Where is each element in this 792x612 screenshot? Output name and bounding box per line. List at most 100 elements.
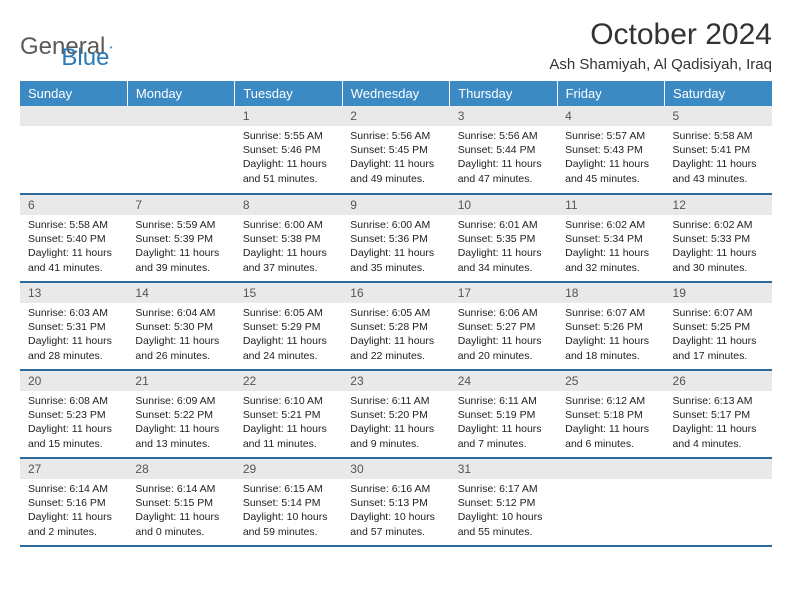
day-details: Sunrise: 6:15 AMSunset: 5:14 PMDaylight:… — [235, 479, 342, 545]
day-number — [127, 106, 234, 126]
calendar-day-cell: 2Sunrise: 5:56 AMSunset: 5:45 PMDaylight… — [342, 106, 449, 194]
calendar-day-cell: 11Sunrise: 6:02 AMSunset: 5:34 PMDayligh… — [557, 194, 664, 282]
day-details: Sunrise: 6:16 AMSunset: 5:13 PMDaylight:… — [342, 479, 449, 545]
day-number: 11 — [557, 195, 664, 215]
location: Ash Shamiyah, Al Qadisiyah, Iraq — [549, 56, 772, 73]
day-details: Sunrise: 6:10 AMSunset: 5:21 PMDaylight:… — [235, 391, 342, 457]
calendar-day-cell: 3Sunrise: 5:56 AMSunset: 5:44 PMDaylight… — [450, 106, 557, 194]
day-details: Sunrise: 6:01 AMSunset: 5:35 PMDaylight:… — [450, 215, 557, 281]
day-details: Sunrise: 6:09 AMSunset: 5:22 PMDaylight:… — [127, 391, 234, 457]
month-title: October 2024 — [549, 18, 772, 52]
calendar-empty-cell — [557, 458, 664, 546]
calendar-empty-cell — [127, 106, 234, 194]
calendar-day-cell: 10Sunrise: 6:01 AMSunset: 5:35 PMDayligh… — [450, 194, 557, 282]
day-number: 17 — [450, 283, 557, 303]
day-number: 14 — [127, 283, 234, 303]
calendar-day-cell: 14Sunrise: 6:04 AMSunset: 5:30 PMDayligh… — [127, 282, 234, 370]
calendar-day-cell: 30Sunrise: 6:16 AMSunset: 5:13 PMDayligh… — [342, 458, 449, 546]
calendar-day-cell: 9Sunrise: 6:00 AMSunset: 5:36 PMDaylight… — [342, 194, 449, 282]
day-details: Sunrise: 6:12 AMSunset: 5:18 PMDaylight:… — [557, 391, 664, 457]
day-number: 18 — [557, 283, 664, 303]
calendar-day-cell: 12Sunrise: 6:02 AMSunset: 5:33 PMDayligh… — [665, 194, 772, 282]
calendar-day-cell: 31Sunrise: 6:17 AMSunset: 5:12 PMDayligh… — [450, 458, 557, 546]
day-number: 31 — [450, 459, 557, 479]
weekday-header: Saturday — [665, 81, 772, 106]
day-number: 12 — [665, 195, 772, 215]
day-details: Sunrise: 5:57 AMSunset: 5:43 PMDaylight:… — [557, 126, 664, 192]
day-details: Sunrise: 5:56 AMSunset: 5:45 PMDaylight:… — [342, 126, 449, 192]
day-details: Sunrise: 6:14 AMSunset: 5:16 PMDaylight:… — [20, 479, 127, 545]
title-block: October 2024 Ash Shamiyah, Al Qadisiyah,… — [549, 18, 772, 73]
day-details: Sunrise: 6:07 AMSunset: 5:26 PMDaylight:… — [557, 303, 664, 369]
calendar-day-cell: 18Sunrise: 6:07 AMSunset: 5:26 PMDayligh… — [557, 282, 664, 370]
calendar-day-cell: 19Sunrise: 6:07 AMSunset: 5:25 PMDayligh… — [665, 282, 772, 370]
day-number — [557, 459, 664, 479]
day-number: 9 — [342, 195, 449, 215]
day-details: Sunrise: 6:13 AMSunset: 5:17 PMDaylight:… — [665, 391, 772, 457]
day-details: Sunrise: 6:17 AMSunset: 5:12 PMDaylight:… — [450, 479, 557, 545]
calendar-week-row: 1Sunrise: 5:55 AMSunset: 5:46 PMDaylight… — [20, 106, 772, 194]
calendar-week-row: 13Sunrise: 6:03 AMSunset: 5:31 PMDayligh… — [20, 282, 772, 370]
calendar-day-cell: 28Sunrise: 6:14 AMSunset: 5:15 PMDayligh… — [127, 458, 234, 546]
header: General Blue October 2024 Ash Shamiyah, … — [20, 18, 772, 73]
day-number: 10 — [450, 195, 557, 215]
day-details: Sunrise: 6:11 AMSunset: 5:20 PMDaylight:… — [342, 391, 449, 457]
logo-sail-icon — [109, 38, 113, 56]
logo-text-blue: Blue — [61, 44, 109, 72]
day-details: Sunrise: 6:14 AMSunset: 5:15 PMDaylight:… — [127, 479, 234, 545]
day-number: 24 — [450, 371, 557, 391]
day-details: Sunrise: 6:04 AMSunset: 5:30 PMDaylight:… — [127, 303, 234, 369]
day-details: Sunrise: 5:55 AMSunset: 5:46 PMDaylight:… — [235, 126, 342, 192]
calendar-table: SundayMondayTuesdayWednesdayThursdayFrid… — [20, 81, 772, 547]
day-number — [665, 459, 772, 479]
calendar-empty-cell — [665, 458, 772, 546]
day-number: 29 — [235, 459, 342, 479]
day-number: 4 — [557, 106, 664, 126]
day-details: Sunrise: 6:07 AMSunset: 5:25 PMDaylight:… — [665, 303, 772, 369]
day-number: 20 — [20, 371, 127, 391]
calendar-day-cell: 5Sunrise: 5:58 AMSunset: 5:41 PMDaylight… — [665, 106, 772, 194]
calendar-day-cell: 7Sunrise: 5:59 AMSunset: 5:39 PMDaylight… — [127, 194, 234, 282]
day-details: Sunrise: 5:56 AMSunset: 5:44 PMDaylight:… — [450, 126, 557, 192]
day-details: Sunrise: 6:05 AMSunset: 5:29 PMDaylight:… — [235, 303, 342, 369]
calendar-day-cell: 25Sunrise: 6:12 AMSunset: 5:18 PMDayligh… — [557, 370, 664, 458]
day-details: Sunrise: 5:58 AMSunset: 5:41 PMDaylight:… — [665, 126, 772, 192]
day-details: Sunrise: 6:00 AMSunset: 5:38 PMDaylight:… — [235, 215, 342, 281]
calendar-day-cell: 24Sunrise: 6:11 AMSunset: 5:19 PMDayligh… — [450, 370, 557, 458]
day-number: 5 — [665, 106, 772, 126]
calendar-empty-cell — [20, 106, 127, 194]
day-details: Sunrise: 6:11 AMSunset: 5:19 PMDaylight:… — [450, 391, 557, 457]
weekday-header: Sunday — [20, 81, 127, 106]
calendar-day-cell: 1Sunrise: 5:55 AMSunset: 5:46 PMDaylight… — [235, 106, 342, 194]
day-details: Sunrise: 6:08 AMSunset: 5:23 PMDaylight:… — [20, 391, 127, 457]
day-number: 16 — [342, 283, 449, 303]
day-number: 7 — [127, 195, 234, 215]
calendar-week-row: 27Sunrise: 6:14 AMSunset: 5:16 PMDayligh… — [20, 458, 772, 546]
weekday-header: Thursday — [450, 81, 557, 106]
weekday-header: Friday — [557, 81, 664, 106]
calendar-day-cell: 22Sunrise: 6:10 AMSunset: 5:21 PMDayligh… — [235, 370, 342, 458]
day-number: 2 — [342, 106, 449, 126]
weekday-header: Wednesday — [342, 81, 449, 106]
day-details: Sunrise: 6:02 AMSunset: 5:33 PMDaylight:… — [665, 215, 772, 281]
calendar-day-cell: 29Sunrise: 6:15 AMSunset: 5:14 PMDayligh… — [235, 458, 342, 546]
logo: General Blue — [20, 18, 109, 72]
day-details: Sunrise: 6:02 AMSunset: 5:34 PMDaylight:… — [557, 215, 664, 281]
day-number: 25 — [557, 371, 664, 391]
calendar-day-cell: 17Sunrise: 6:06 AMSunset: 5:27 PMDayligh… — [450, 282, 557, 370]
day-number: 26 — [665, 371, 772, 391]
day-details: Sunrise: 6:05 AMSunset: 5:28 PMDaylight:… — [342, 303, 449, 369]
day-number: 1 — [235, 106, 342, 126]
day-number: 27 — [20, 459, 127, 479]
calendar-day-cell: 16Sunrise: 6:05 AMSunset: 5:28 PMDayligh… — [342, 282, 449, 370]
day-details: Sunrise: 6:06 AMSunset: 5:27 PMDaylight:… — [450, 303, 557, 369]
day-number: 28 — [127, 459, 234, 479]
weekday-header: Monday — [127, 81, 234, 106]
day-number: 23 — [342, 371, 449, 391]
weekday-header-row: SundayMondayTuesdayWednesdayThursdayFrid… — [20, 81, 772, 106]
calendar-day-cell: 27Sunrise: 6:14 AMSunset: 5:16 PMDayligh… — [20, 458, 127, 546]
weekday-header: Tuesday — [235, 81, 342, 106]
calendar-day-cell: 4Sunrise: 5:57 AMSunset: 5:43 PMDaylight… — [557, 106, 664, 194]
calendar-day-cell: 21Sunrise: 6:09 AMSunset: 5:22 PMDayligh… — [127, 370, 234, 458]
day-details: Sunrise: 6:03 AMSunset: 5:31 PMDaylight:… — [20, 303, 127, 369]
